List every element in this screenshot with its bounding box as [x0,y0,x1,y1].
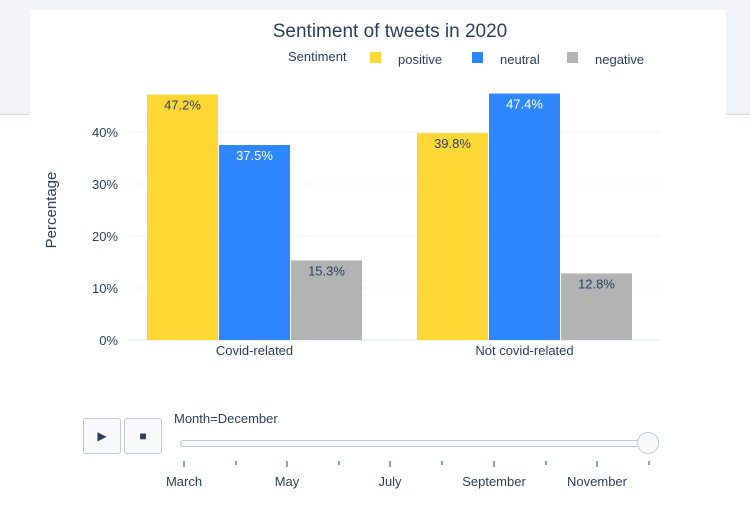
y-tick-label: 10% [92,281,118,296]
legend-label-neutral: neutral [500,52,540,67]
legend-swatch-neutral [472,52,483,63]
x-tick-label: Covid-related [216,343,293,358]
slider-tick-label: July [378,474,402,489]
bar-value-label: 39.8% [434,136,471,151]
bar-negative-not-covid[interactable] [561,273,632,340]
bar-positive-covid[interactable] [147,94,218,340]
legend-label-positive: positive [398,52,442,67]
y-tick-label: 30% [92,177,118,192]
month-slider-handle[interactable] [637,432,659,454]
play-button[interactable]: ▶ [83,418,121,454]
bars: 47.2% 37.5% 15.3% 39.8% 47.4% 12.8% [147,93,632,341]
bar-value-label: 47.4% [506,97,543,112]
slider-ticks: March May July September November [166,461,650,489]
slider-current-value: Month=December [174,411,278,426]
bar-neutral-not-covid[interactable] [489,93,560,341]
bar-value-label: 15.3% [308,263,345,278]
y-tick-label: 40% [92,125,118,140]
slider-tick-label: September [462,474,526,489]
legend-swatch-negative [567,52,578,63]
x-tick-labels: Covid-related Not covid-related [216,343,574,358]
slider-tick-label: November [567,474,628,489]
legend-swatch-positive [370,52,381,63]
month-slider-track[interactable] [180,440,650,447]
bar-neutral-covid[interactable] [219,145,290,340]
play-icon: ▶ [97,429,107,443]
slider-tick-label: May [275,474,300,489]
y-tick-label: 20% [92,229,118,244]
x-tick-label: Not covid-related [475,343,573,358]
bar-value-label: 47.2% [164,98,201,113]
slider-tick-label: March [166,474,202,489]
y-axis-label: Percentage [43,172,60,249]
bar-negative-covid[interactable] [291,260,362,340]
legend-title: Sentiment [288,49,347,64]
bar-value-label: 12.8% [578,276,615,291]
legend-label-negative: negative [595,52,644,67]
legend: Sentiment positive neutral negative [288,49,644,67]
chart-title: Sentiment of tweets in 2020 [273,21,507,42]
bar-positive-not-covid[interactable] [417,133,488,340]
bar-value-label: 37.5% [236,148,273,163]
stop-icon: ■ [139,429,147,443]
y-tick-labels: 0% 10% 20% 30% 40% [92,125,118,348]
stop-button[interactable]: ■ [124,418,162,454]
y-tick-label: 0% [99,333,118,348]
